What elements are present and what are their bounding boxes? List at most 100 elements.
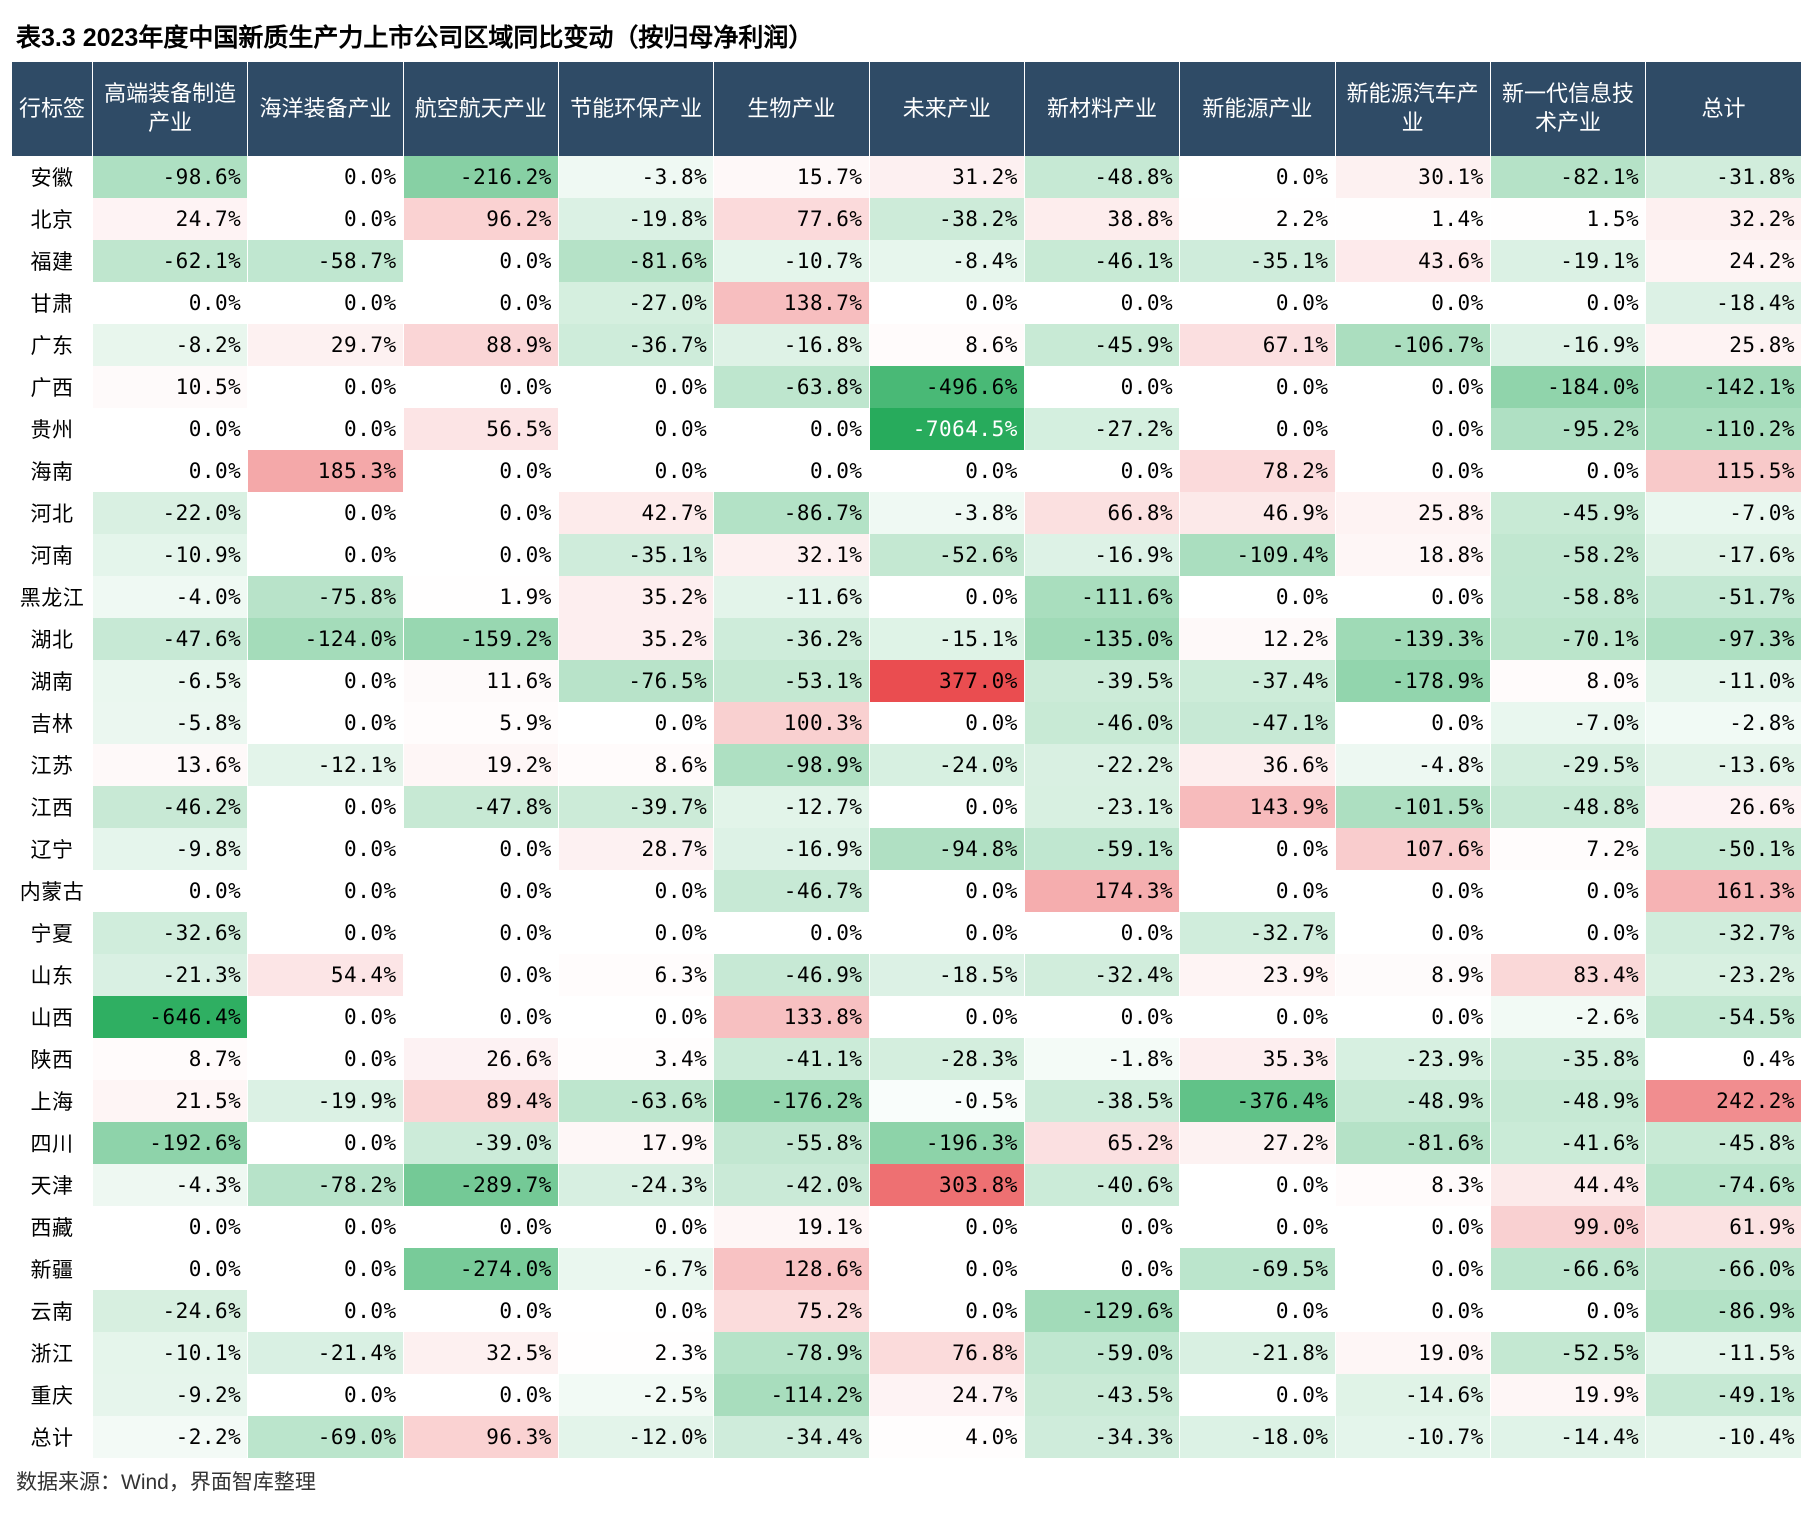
data-cell: -36.7% bbox=[558, 324, 713, 366]
data-cell: 19.1% bbox=[714, 1206, 869, 1248]
data-cell: 0.0% bbox=[248, 912, 403, 954]
table-row: 上海21.5%-19.9%89.4%-63.6%-176.2%-0.5%-38.… bbox=[12, 1080, 1801, 1122]
data-cell: -4.8% bbox=[1335, 744, 1490, 786]
data-cell: -18.5% bbox=[869, 954, 1024, 996]
data-cell: 1.5% bbox=[1490, 198, 1645, 240]
data-cell: -4.3% bbox=[93, 1164, 248, 1206]
row-label: 山东 bbox=[12, 954, 93, 996]
data-cell: 24.7% bbox=[869, 1374, 1024, 1416]
data-cell: 0.0% bbox=[1024, 450, 1179, 492]
data-cell: 8.3% bbox=[1335, 1164, 1490, 1206]
data-cell: 0.0% bbox=[1335, 450, 1490, 492]
data-cell: -16.9% bbox=[1490, 324, 1645, 366]
data-cell: -32.7% bbox=[1646, 912, 1801, 954]
data-cell: 0.0% bbox=[1335, 1290, 1490, 1332]
data-cell: 0.0% bbox=[1490, 450, 1645, 492]
data-cell: 0.0% bbox=[403, 870, 558, 912]
data-cell: 0.0% bbox=[403, 1374, 558, 1416]
row-label: 陕西 bbox=[12, 1038, 93, 1080]
data-cell: -47.1% bbox=[1180, 702, 1335, 744]
data-cell: 0.0% bbox=[869, 912, 1024, 954]
row-label: 福建 bbox=[12, 240, 93, 282]
data-cell: -5.8% bbox=[93, 702, 248, 744]
data-cell: 5.9% bbox=[403, 702, 558, 744]
data-cell: -62.1% bbox=[93, 240, 248, 282]
data-cell: -76.5% bbox=[558, 660, 713, 702]
data-cell: 0.0% bbox=[1490, 870, 1645, 912]
row-label: 新疆 bbox=[12, 1248, 93, 1290]
data-cell: -51.7% bbox=[1646, 576, 1801, 618]
data-cell: -38.5% bbox=[1024, 1080, 1179, 1122]
data-source: 数据来源：Wind，界面智库整理 bbox=[12, 1458, 1801, 1500]
table-row: 陕西8.7%0.0%26.6%3.4%-41.1%-28.3%-1.8%35.3… bbox=[12, 1038, 1801, 1080]
data-cell: -32.7% bbox=[1180, 912, 1335, 954]
data-cell: -48.9% bbox=[1335, 1080, 1490, 1122]
data-cell: 0.0% bbox=[1024, 282, 1179, 324]
data-cell: -18.0% bbox=[1180, 1416, 1335, 1458]
data-cell: 0.0% bbox=[248, 702, 403, 744]
data-cell: 8.9% bbox=[1335, 954, 1490, 996]
data-cell: -7064.5% bbox=[869, 408, 1024, 450]
data-cell: 0.0% bbox=[1335, 1248, 1490, 1290]
data-cell: 54.4% bbox=[248, 954, 403, 996]
data-cell: 0.0% bbox=[248, 828, 403, 870]
data-cell: 0.0% bbox=[558, 450, 713, 492]
row-label: 黑龙江 bbox=[12, 576, 93, 618]
data-cell: 88.9% bbox=[403, 324, 558, 366]
row-label: 重庆 bbox=[12, 1374, 93, 1416]
data-cell: 0.0% bbox=[1180, 408, 1335, 450]
data-cell: -7.0% bbox=[1490, 702, 1645, 744]
data-cell: 15.7% bbox=[714, 156, 869, 198]
data-cell: -43.5% bbox=[1024, 1374, 1179, 1416]
data-cell: 0.0% bbox=[558, 366, 713, 408]
data-cell: -135.0% bbox=[1024, 618, 1179, 660]
data-cell: 12.2% bbox=[1180, 618, 1335, 660]
data-cell: -21.3% bbox=[93, 954, 248, 996]
header-row: 行标签高端装备制造产业海洋装备产业航空航天产业节能环保产业生物产业未来产业新材料… bbox=[12, 62, 1801, 156]
data-cell: -35.8% bbox=[1490, 1038, 1645, 1080]
data-cell: -58.8% bbox=[1490, 576, 1645, 618]
row-label: 四川 bbox=[12, 1122, 93, 1164]
data-cell: 0.0% bbox=[1024, 1248, 1179, 1290]
data-cell: -32.4% bbox=[1024, 954, 1179, 996]
data-cell: 32.2% bbox=[1646, 198, 1801, 240]
column-header: 新能源产业 bbox=[1180, 62, 1335, 156]
data-cell: -59.1% bbox=[1024, 828, 1179, 870]
row-label: 天津 bbox=[12, 1164, 93, 1206]
data-cell: 0.0% bbox=[248, 1290, 403, 1332]
data-cell: -24.6% bbox=[93, 1290, 248, 1332]
data-cell: -36.2% bbox=[714, 618, 869, 660]
data-cell: 0.0% bbox=[403, 912, 558, 954]
data-cell: 8.0% bbox=[1490, 660, 1645, 702]
data-cell: -7.0% bbox=[1646, 492, 1801, 534]
table-row: 山东-21.3%54.4%0.0%6.3%-46.9%-18.5%-32.4%2… bbox=[12, 954, 1801, 996]
data-cell: 0.0% bbox=[714, 912, 869, 954]
data-cell: 0.0% bbox=[1024, 366, 1179, 408]
data-cell: -78.2% bbox=[248, 1164, 403, 1206]
data-cell: 17.9% bbox=[558, 1122, 713, 1164]
data-cell: 0.0% bbox=[1024, 996, 1179, 1038]
table-row: 江苏13.6%-12.1%19.2%8.6%-98.9%-24.0%-22.2%… bbox=[12, 744, 1801, 786]
data-cell: -55.8% bbox=[714, 1122, 869, 1164]
data-cell: 0.0% bbox=[403, 828, 558, 870]
data-cell: -59.0% bbox=[1024, 1332, 1179, 1374]
table-row: 河南-10.9%0.0%0.0%-35.1%32.1%-52.6%-16.9%-… bbox=[12, 534, 1801, 576]
data-cell: 36.6% bbox=[1180, 744, 1335, 786]
data-cell: 4.0% bbox=[869, 1416, 1024, 1458]
data-cell: 0.0% bbox=[869, 702, 1024, 744]
data-cell: 0.0% bbox=[403, 240, 558, 282]
data-cell: 303.8% bbox=[869, 1164, 1024, 1206]
data-cell: 8.6% bbox=[558, 744, 713, 786]
row-label: 内蒙古 bbox=[12, 870, 93, 912]
data-cell: -45.9% bbox=[1024, 324, 1179, 366]
data-cell: 0.0% bbox=[93, 282, 248, 324]
data-cell: 0.0% bbox=[248, 366, 403, 408]
data-cell: -66.0% bbox=[1646, 1248, 1801, 1290]
data-cell: 31.2% bbox=[869, 156, 1024, 198]
data-cell: -27.2% bbox=[1024, 408, 1179, 450]
data-cell: -11.6% bbox=[714, 576, 869, 618]
data-cell: -98.6% bbox=[93, 156, 248, 198]
row-label: 总计 bbox=[12, 1416, 93, 1458]
table-row: 宁夏-32.6%0.0%0.0%0.0%0.0%0.0%0.0%-32.7%0.… bbox=[12, 912, 1801, 954]
data-cell: 0.0% bbox=[558, 702, 713, 744]
